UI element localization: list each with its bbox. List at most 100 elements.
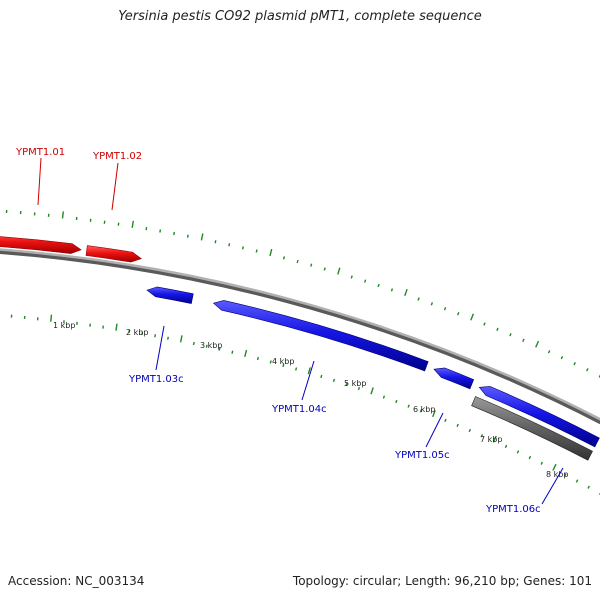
minor-tick bbox=[516, 450, 520, 454]
leader-line-ypmt1-04c bbox=[301, 360, 315, 401]
minor-tick bbox=[255, 249, 258, 253]
minor-tick bbox=[186, 234, 189, 238]
minor-tick bbox=[417, 297, 420, 301]
minor-tick bbox=[528, 455, 532, 460]
major-tick bbox=[404, 288, 408, 297]
minor-tick bbox=[504, 444, 508, 449]
major-tick bbox=[432, 410, 436, 418]
minor-tick bbox=[128, 329, 131, 333]
major-tick bbox=[269, 248, 273, 257]
minor-tick bbox=[173, 231, 175, 236]
minor-tick bbox=[310, 263, 313, 267]
minor-tick bbox=[390, 288, 394, 292]
gene-arrow-ypmt1-01[interactable] bbox=[0, 232, 82, 254]
major-tick bbox=[61, 211, 64, 219]
minor-tick bbox=[332, 378, 336, 383]
minor-tick bbox=[382, 395, 386, 399]
minor-tick bbox=[145, 226, 148, 231]
minor-tick bbox=[587, 485, 591, 489]
major-tick bbox=[370, 387, 374, 395]
minor-tick bbox=[214, 240, 217, 244]
minor-tick bbox=[323, 267, 326, 271]
backbone-shadow bbox=[0, 249, 600, 425]
minor-tick bbox=[547, 350, 551, 354]
minor-tick bbox=[256, 356, 259, 361]
scale-label-5kbp: 5 kbp bbox=[344, 379, 366, 388]
major-tick bbox=[552, 463, 557, 471]
minor-tick bbox=[419, 409, 423, 413]
minor-tick bbox=[357, 386, 361, 391]
plasmid-backbone bbox=[0, 248, 600, 421]
gene-label-ypmt1-05c[interactable]: YPMT1.05c bbox=[394, 450, 450, 461]
minor-tick bbox=[141, 331, 144, 336]
scale-label-4kbp: 4 kbp bbox=[272, 357, 294, 366]
leader-line-ypmt1-06c bbox=[541, 467, 564, 505]
gene-arrow-ypmt1-03c[interactable] bbox=[146, 286, 194, 304]
major-tick bbox=[115, 323, 118, 331]
minor-tick bbox=[218, 347, 221, 351]
minor-tick bbox=[575, 479, 579, 483]
minor-tick bbox=[456, 423, 459, 428]
gene-arrow-ypmt1-04c[interactable] bbox=[212, 300, 429, 372]
accession-text: Accession: NC_003134 bbox=[8, 574, 145, 588]
major-tick bbox=[131, 220, 134, 228]
major-tick bbox=[337, 267, 341, 275]
minor-tick bbox=[103, 220, 106, 224]
minor-tick bbox=[167, 336, 169, 340]
gene-arrow-ypmt1-06c[interactable] bbox=[478, 386, 600, 448]
minor-tick bbox=[159, 229, 162, 233]
minor-tick bbox=[496, 327, 499, 331]
minor-tick bbox=[228, 243, 231, 247]
minor-tick bbox=[192, 341, 195, 346]
major-tick bbox=[50, 314, 53, 322]
minor-tick bbox=[522, 338, 525, 342]
leader-line-ypmt1-03c bbox=[155, 325, 165, 371]
minor-tick bbox=[468, 428, 472, 433]
scale-label-7kbp: 7 kbp bbox=[480, 435, 502, 444]
scale-tick-ring bbox=[10, 314, 600, 495]
scale-label-2kbp: 2 kbp bbox=[126, 328, 148, 337]
minor-tick bbox=[154, 334, 157, 338]
major-tick bbox=[492, 435, 497, 443]
gene-label-ypmt1-04c[interactable]: YPMT1.04c bbox=[271, 404, 327, 415]
major-tick bbox=[244, 349, 248, 357]
minor-tick bbox=[269, 360, 272, 364]
minor-tick bbox=[586, 368, 589, 372]
gene-arrow-ypmt1-02[interactable] bbox=[85, 245, 142, 263]
feature-band-gray bbox=[471, 396, 593, 461]
minor-tick bbox=[241, 246, 244, 250]
minor-tick bbox=[345, 382, 348, 387]
minor-tick bbox=[483, 322, 486, 326]
minor-tick bbox=[282, 363, 285, 367]
major-tick bbox=[179, 335, 183, 343]
minor-tick bbox=[295, 367, 298, 371]
gene-label-ypmt1-01[interactable]: YPMT1.01 bbox=[15, 147, 65, 158]
gene-label-ypmt1-06c[interactable]: YPMT1.06c bbox=[485, 504, 541, 515]
gene-label-ypmt1-03c[interactable]: YPMT1.03c bbox=[128, 374, 184, 385]
minor-tick bbox=[540, 461, 544, 465]
minor-tick bbox=[205, 344, 208, 348]
major-tick bbox=[535, 340, 540, 348]
minor-tick bbox=[443, 307, 447, 311]
minor-tick bbox=[350, 275, 353, 279]
minor-tick bbox=[430, 302, 434, 306]
minor-tick bbox=[573, 361, 576, 366]
major-tick bbox=[470, 313, 475, 321]
gene-arrow-ypmt1-05c[interactable] bbox=[433, 367, 475, 390]
major-tick bbox=[307, 367, 311, 375]
minor-tick bbox=[364, 279, 367, 283]
minor-tick bbox=[407, 404, 410, 408]
minor-tick bbox=[377, 283, 380, 288]
scale-label-8kbp: 8 kbp bbox=[546, 470, 568, 479]
gene-label-ypmt1-02[interactable]: YPMT1.02 bbox=[92, 151, 142, 162]
minor-tick bbox=[480, 434, 484, 438]
minor-tick bbox=[395, 399, 398, 404]
minor-tick bbox=[282, 256, 286, 260]
scale-labels: 1 kbp 2 kbp 3 kbp 4 kbp 5 kbp 6 kbp 7 kb… bbox=[53, 321, 568, 479]
minor-tick bbox=[563, 473, 567, 477]
minor-tick bbox=[457, 312, 460, 316]
minor-tick bbox=[296, 259, 299, 264]
minor-tick bbox=[231, 350, 234, 354]
